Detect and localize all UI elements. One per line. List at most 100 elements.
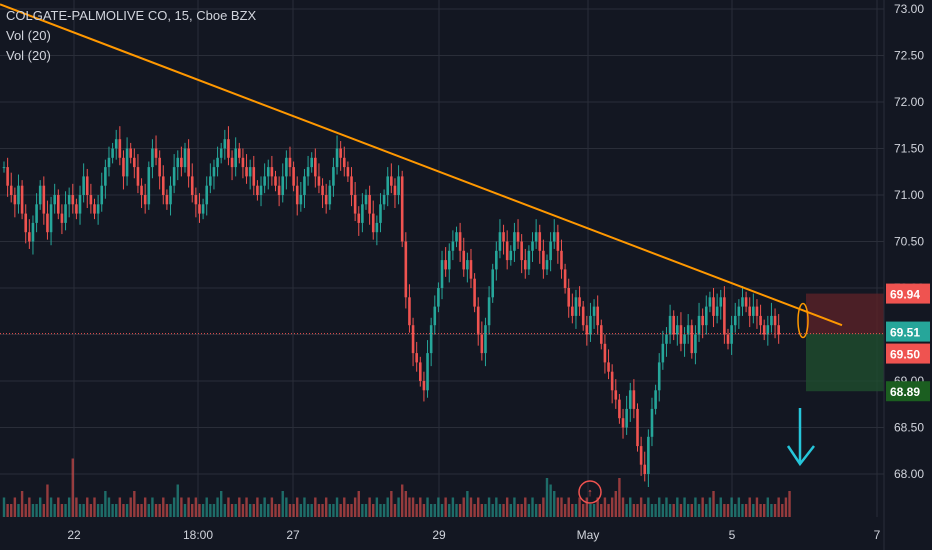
volume-bar bbox=[487, 497, 491, 517]
candle-body bbox=[733, 315, 737, 326]
volume-bar bbox=[140, 504, 143, 517]
volume-bar bbox=[227, 497, 230, 517]
volume-bar bbox=[458, 504, 462, 517]
volume-bar bbox=[158, 504, 161, 517]
price-tag-label-entry: 69.50 bbox=[890, 348, 920, 362]
candle-body bbox=[317, 176, 321, 186]
volume-bar bbox=[183, 504, 187, 517]
volume-bar bbox=[773, 504, 777, 517]
candle-body bbox=[332, 167, 335, 186]
candle-body bbox=[350, 176, 353, 195]
candle-body bbox=[140, 185, 143, 195]
candle-body bbox=[723, 297, 726, 335]
volume-bar bbox=[563, 504, 567, 517]
volume-bar bbox=[730, 497, 733, 517]
candle-body bbox=[46, 213, 49, 233]
take-profit-zone bbox=[806, 333, 884, 392]
candle-body bbox=[408, 297, 411, 326]
volume-bar bbox=[223, 504, 227, 517]
volume-bar bbox=[473, 504, 476, 517]
volume-bar bbox=[455, 504, 458, 517]
candle-body bbox=[85, 176, 89, 195]
volume-bar bbox=[270, 497, 274, 517]
candle-body bbox=[777, 325, 780, 335]
volume-bar bbox=[71, 458, 74, 517]
volume-bar bbox=[386, 497, 389, 517]
candle-body bbox=[502, 232, 505, 242]
volume-bar bbox=[422, 504, 426, 517]
volume-bar bbox=[676, 497, 679, 517]
volume-bar bbox=[744, 504, 748, 517]
volume-bar bbox=[498, 504, 502, 517]
volume-bar bbox=[723, 504, 726, 517]
candle-body bbox=[194, 195, 198, 205]
volume-bar bbox=[574, 504, 578, 517]
candle-body bbox=[6, 167, 9, 186]
candle-body bbox=[542, 250, 545, 270]
volume-bar bbox=[763, 504, 766, 517]
candle-body bbox=[274, 176, 277, 186]
volume-bar bbox=[647, 497, 650, 517]
candle-body bbox=[455, 232, 458, 242]
volume-bar bbox=[191, 504, 194, 517]
volume-bar bbox=[274, 504, 277, 517]
volume-bar bbox=[621, 497, 625, 517]
candle-body bbox=[643, 464, 647, 474]
candle-body bbox=[462, 250, 466, 270]
volume-indicator-label-2[interactable]: Vol (20) bbox=[6, 48, 51, 63]
volume-bar bbox=[24, 504, 27, 517]
volume-bar bbox=[252, 504, 255, 517]
volume-bar bbox=[151, 497, 154, 517]
candle-body bbox=[400, 176, 404, 242]
volume-bar bbox=[516, 504, 520, 517]
volume-bar bbox=[20, 491, 24, 517]
candle-body bbox=[169, 185, 172, 205]
volume-bar bbox=[17, 504, 20, 517]
volume-bar bbox=[303, 497, 306, 517]
candle-body bbox=[2, 167, 6, 169]
volume-bar bbox=[357, 491, 360, 517]
volume-bar bbox=[629, 497, 632, 517]
volume-bar bbox=[143, 497, 147, 517]
candle-body bbox=[556, 232, 560, 251]
candle-body bbox=[281, 176, 285, 195]
candle-body bbox=[161, 176, 165, 195]
volume-bar bbox=[683, 497, 686, 517]
volume-bar bbox=[310, 504, 313, 517]
candle-body bbox=[259, 185, 263, 195]
candle-body bbox=[614, 390, 618, 400]
volume-bar bbox=[495, 497, 498, 517]
volume-bar bbox=[614, 491, 617, 517]
candle-body bbox=[444, 260, 447, 270]
volume-bar bbox=[690, 504, 693, 517]
candle-body bbox=[704, 306, 708, 326]
volume-bar bbox=[111, 504, 114, 517]
volume-bar bbox=[60, 504, 64, 517]
candle-body bbox=[303, 176, 306, 195]
candle-body bbox=[589, 315, 592, 335]
candle-body bbox=[647, 436, 650, 474]
volume-bar bbox=[13, 497, 17, 517]
time-tick-label: 29 bbox=[432, 528, 446, 542]
volume-bar bbox=[277, 504, 281, 517]
volume-bar bbox=[53, 504, 56, 517]
candle-body bbox=[75, 204, 78, 214]
volume-bar bbox=[248, 504, 252, 517]
candle-body bbox=[741, 297, 744, 307]
candle-body bbox=[726, 334, 730, 344]
volume-indicator-label[interactable]: Vol (20) bbox=[6, 28, 51, 43]
volume-bar bbox=[299, 504, 303, 517]
volume-bar bbox=[781, 504, 784, 517]
symbol-title[interactable]: COLGATE-PALMOLIVE CO, 15, Cboe BZX bbox=[6, 8, 257, 23]
volume-bar bbox=[748, 497, 751, 517]
candle-body bbox=[484, 325, 487, 354]
volume-bar bbox=[201, 504, 205, 517]
candle-body bbox=[495, 250, 498, 270]
candle-body bbox=[697, 315, 701, 335]
volume-bar bbox=[437, 497, 440, 517]
volume-bar bbox=[618, 478, 621, 517]
candle-body bbox=[581, 306, 585, 326]
candle-body bbox=[248, 167, 252, 177]
volume-bar bbox=[122, 504, 125, 517]
